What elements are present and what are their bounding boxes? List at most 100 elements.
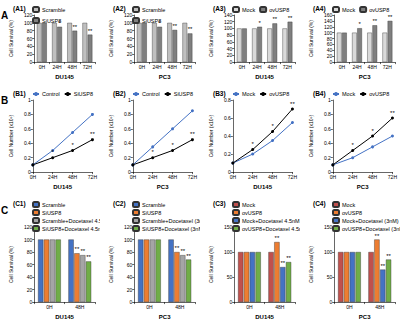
svg-text:SiUSP8+Docetaxel 4.5nM: SiUSP8+Docetaxel 4.5nM <box>42 226 100 232</box>
svg-text:ovUSP8: ovUSP8 <box>369 7 389 13</box>
svg-text:48H: 48H <box>68 174 78 180</box>
svg-text:Cell Survival (%): Cell Survival (%) <box>8 20 14 57</box>
svg-text:DU145: DU145 <box>253 184 272 190</box>
svg-text:(C2): (C2) <box>113 200 126 208</box>
svg-text:Mock: Mock <box>242 91 255 97</box>
svg-text:**: ** <box>390 110 395 116</box>
svg-text:PC3: PC3 <box>159 74 171 80</box>
svg-text:24H: 24H <box>252 64 262 70</box>
svg-text:0.8: 0.8 <box>124 111 131 117</box>
svg-text:(B4): (B4) <box>313 90 326 98</box>
svg-text:0H: 0H <box>239 64 246 70</box>
svg-text:Cell Number (x10⁶): Cell Number (x10⁶) <box>308 114 314 157</box>
svg-text:*: * <box>252 141 255 147</box>
svg-text:120: 120 <box>24 12 33 18</box>
svg-text:*: * <box>352 142 355 148</box>
svg-text:72H: 72H <box>288 174 298 180</box>
svg-text:Control: Control <box>142 91 160 97</box>
svg-text:0.4: 0.4 <box>124 140 131 146</box>
svg-text:**: ** <box>186 253 191 259</box>
svg-text:(C4): (C4) <box>313 200 326 208</box>
svg-text:SiUSP8: SiUSP8 <box>74 91 93 97</box>
svg-text:1: 1 <box>328 97 331 103</box>
svg-text:100: 100 <box>24 237 33 243</box>
svg-text:24H: 24H <box>348 174 358 180</box>
svg-text:PC3: PC3 <box>359 74 371 80</box>
svg-text:ovUSP8: ovUSP8 <box>369 91 389 97</box>
svg-text:48H: 48H <box>375 304 385 310</box>
svg-text:ovUSP8+Docetaxel (3nM): ovUSP8+Docetaxel (3nM) <box>342 226 400 232</box>
svg-text:Scramble+Docetaxel 4.5nM: Scramble+Docetaxel 4.5nM <box>42 218 100 224</box>
svg-text:48H: 48H <box>368 174 378 180</box>
svg-text:48H: 48H <box>368 64 378 70</box>
svg-text:**: ** <box>175 245 180 251</box>
svg-text:120: 120 <box>124 12 133 18</box>
svg-text:100: 100 <box>24 20 33 26</box>
svg-text:(A2): (A2) <box>113 5 126 13</box>
svg-text:120: 120 <box>224 19 233 25</box>
svg-text:48H: 48H <box>175 304 185 310</box>
svg-text:100: 100 <box>224 249 233 255</box>
svg-text:0: 0 <box>129 299 132 305</box>
svg-text:0H: 0H <box>146 304 153 310</box>
svg-text:80: 80 <box>327 36 333 42</box>
svg-text:0.2: 0.2 <box>324 155 331 161</box>
svg-text:20: 20 <box>27 287 33 293</box>
svg-text:**: ** <box>86 254 91 260</box>
svg-text:Cell Survival (%): Cell Survival (%) <box>8 246 14 283</box>
svg-text:20: 20 <box>227 52 233 58</box>
svg-text:0.2: 0.2 <box>24 155 31 161</box>
svg-text:0: 0 <box>29 299 32 305</box>
svg-text:80: 80 <box>27 28 33 34</box>
svg-text:Cell Survival (%): Cell Survival (%) <box>108 20 114 57</box>
svg-text:*: * <box>71 142 74 148</box>
svg-text:48H: 48H <box>268 64 278 70</box>
svg-text:24H: 24H <box>152 64 162 70</box>
svg-text:24H: 24H <box>248 174 258 180</box>
svg-text:**: ** <box>80 248 85 254</box>
svg-text:48H: 48H <box>68 64 78 70</box>
svg-text:Mock: Mock <box>342 7 355 13</box>
svg-text:Scramble: Scramble <box>42 7 65 13</box>
svg-text:0.2: 0.2 <box>224 151 231 157</box>
svg-text:0.6: 0.6 <box>324 126 331 132</box>
svg-text:40: 40 <box>27 43 33 49</box>
svg-text:0.4: 0.4 <box>24 140 31 146</box>
svg-text:0: 0 <box>329 59 332 65</box>
svg-text:**: ** <box>386 253 391 259</box>
svg-text:72H: 72H <box>388 174 398 180</box>
svg-text:40: 40 <box>127 43 133 49</box>
svg-text:**: ** <box>88 28 93 34</box>
svg-text:*: * <box>52 149 55 155</box>
svg-text:Scramble+Docetaxel (3nM): Scramble+Docetaxel (3nM) <box>142 218 200 224</box>
svg-text:**: ** <box>190 131 195 137</box>
svg-text:SiUSP8: SiUSP8 <box>174 91 193 97</box>
svg-text:20: 20 <box>327 53 333 59</box>
svg-text:72H: 72H <box>383 64 393 70</box>
svg-text:Cell Survival (%): Cell Survival (%) <box>308 20 314 57</box>
svg-text:(A3): (A3) <box>213 5 226 13</box>
svg-text:0.4: 0.4 <box>224 133 231 139</box>
svg-text:SiUSP8: SiUSP8 <box>42 18 61 24</box>
svg-text:72H: 72H <box>188 174 198 180</box>
svg-text:0H: 0H <box>30 174 37 180</box>
svg-text:100: 100 <box>324 249 333 255</box>
svg-text:Control: Control <box>42 91 60 97</box>
svg-text:100: 100 <box>224 25 233 31</box>
svg-text:(B1): (B1) <box>13 90 26 98</box>
svg-text:140: 140 <box>224 12 233 18</box>
svg-text:72H: 72H <box>88 174 98 180</box>
svg-text:Cell Survival (%): Cell Survival (%) <box>108 246 114 283</box>
svg-text:ovUSP8: ovUSP8 <box>269 91 289 97</box>
svg-text:60: 60 <box>227 39 233 45</box>
svg-text:Cell Number (x10⁶): Cell Number (x10⁶) <box>108 114 114 157</box>
svg-text:**: ** <box>388 14 393 20</box>
svg-text:SiUSP8: SiUSP8 <box>42 210 61 216</box>
svg-text:*: * <box>152 149 155 155</box>
svg-text:**: ** <box>90 131 95 137</box>
svg-text:24H: 24H <box>48 174 58 180</box>
svg-text:ovUSP8: ovUSP8 <box>242 210 262 216</box>
svg-text:40: 40 <box>27 274 33 280</box>
svg-text:40: 40 <box>227 46 233 52</box>
svg-text:**: ** <box>172 23 177 29</box>
